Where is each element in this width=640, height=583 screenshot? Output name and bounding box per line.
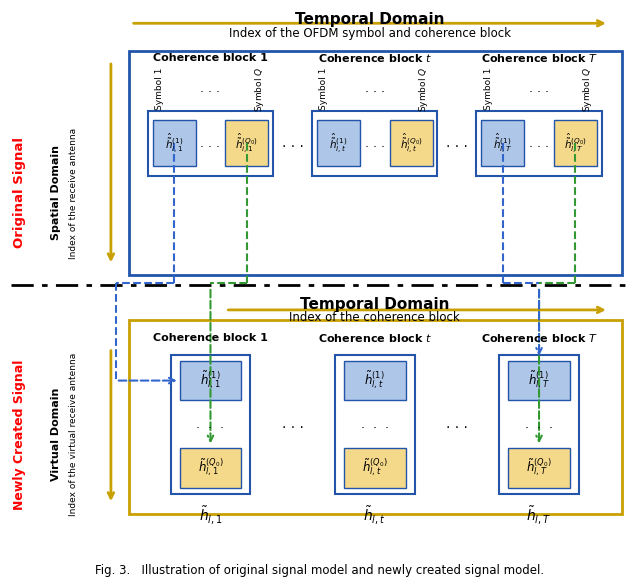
Text: Coherence block 1: Coherence block 1 [153, 333, 268, 343]
Text: Index of the coherence block: Index of the coherence block [289, 311, 460, 324]
Bar [499, 354, 579, 494]
Text: Symbol 1: Symbol 1 [484, 68, 493, 110]
Text: $\tilde{h}^{(1)}_{l,T}$: $\tilde{h}^{(1)}_{l,T}$ [528, 370, 550, 392]
Bar [344, 361, 406, 401]
Text: Coherence block $t$: Coherence block $t$ [317, 52, 432, 64]
Text: Coherence block $T$: Coherence block $T$ [481, 332, 598, 344]
Text: $\hat{\tilde{h}}^{(1)}_{l,t}$: $\hat{\tilde{h}}^{(1)}_{l,t}$ [329, 131, 348, 155]
Text: Virtual Domain: Virtual Domain [51, 388, 61, 481]
Text: $\hat{\tilde{h}}^{(Q_0)}_{l,T}$: $\hat{\tilde{h}}^{(Q_0)}_{l,T}$ [564, 131, 587, 155]
Bar [180, 361, 241, 401]
Text: Coherence block $T$: Coherence block $T$ [481, 52, 598, 64]
Text: . . .: . . . [365, 136, 385, 150]
Text: Index of the receive antenna: Index of the receive antenna [68, 128, 77, 258]
Bar [335, 354, 415, 494]
Text: Coherence block 1: Coherence block 1 [153, 53, 268, 63]
Bar [317, 120, 360, 166]
Text: . . .: . . . [529, 136, 549, 150]
Bar [476, 111, 602, 175]
Text: $\tilde{h}^{(1)}_{l,t}$: $\tilde{h}^{(1)}_{l,t}$ [365, 370, 385, 392]
Text: Temporal Domain: Temporal Domain [295, 12, 445, 27]
Text: . . .: . . . [200, 136, 220, 150]
Text: $\tilde{h}_{l,T}$: $\tilde{h}_{l,T}$ [527, 504, 552, 526]
Text: Symbol 1: Symbol 1 [319, 68, 328, 110]
Text: .  .  .: . . . [196, 418, 225, 431]
Bar [390, 120, 433, 166]
Text: Temporal Domain: Temporal Domain [300, 297, 449, 312]
Bar [180, 448, 241, 488]
Text: . . .: . . . [446, 417, 468, 431]
Text: Symbol $Q$: Symbol $Q$ [417, 66, 430, 111]
Text: Symbol $Q$: Symbol $Q$ [253, 66, 266, 111]
Text: Spatial Domain: Spatial Domain [51, 146, 61, 240]
Text: .  .  .: . . . [525, 418, 553, 431]
Text: Symbol $Q$: Symbol $Q$ [581, 66, 595, 111]
Text: . . .: . . . [282, 417, 303, 431]
Bar [129, 51, 621, 275]
Text: Symbol 1: Symbol 1 [155, 68, 164, 110]
Text: $\tilde{h}^{(Q_0)}_{l,1}$: $\tilde{h}^{(Q_0)}_{l,1}$ [198, 457, 223, 479]
Text: $\tilde{h}^{(Q_0)}_{l,T}$: $\tilde{h}^{(Q_0)}_{l,T}$ [526, 457, 552, 479]
Text: Fig. 3.   Illustration of original signal model and newly created signal model.: Fig. 3. Illustration of original signal … [95, 564, 545, 577]
Bar [508, 361, 570, 401]
Text: . . .: . . . [200, 82, 220, 96]
Text: .  .  .: . . . [361, 418, 388, 431]
Bar [508, 448, 570, 488]
Text: $\hat{\tilde{h}}^{(1)}_{l,T}$: $\hat{\tilde{h}}^{(1)}_{l,T}$ [493, 131, 513, 155]
Bar [225, 120, 268, 166]
Bar [554, 120, 596, 166]
Text: $\tilde{h}_{l,1}$: $\tilde{h}_{l,1}$ [198, 504, 223, 526]
Bar [148, 111, 273, 175]
Text: $\tilde{h}_{l,t}$: $\tilde{h}_{l,t}$ [364, 504, 386, 526]
Text: Index of the virtual receive antenna: Index of the virtual receive antenna [68, 353, 77, 516]
Bar [481, 120, 524, 166]
Bar [129, 320, 621, 514]
Text: . . .: . . . [282, 136, 303, 150]
Text: $\tilde{h}^{(1)}_{l,1}$: $\tilde{h}^{(1)}_{l,1}$ [200, 370, 221, 392]
Bar [344, 448, 406, 488]
Bar [171, 354, 250, 494]
Text: Original Signal: Original Signal [13, 138, 26, 248]
Text: . . .: . . . [529, 82, 549, 96]
Text: $\hat{\tilde{h}}^{(Q_0)}_{i,1}$: $\hat{\tilde{h}}^{(Q_0)}_{i,1}$ [236, 131, 259, 155]
Text: Index of the OFDM symbol and coherence block: Index of the OFDM symbol and coherence b… [228, 27, 511, 40]
Bar [153, 120, 196, 166]
Text: $\hat{\tilde{h}}^{(Q_0)}_{l,t}$: $\hat{\tilde{h}}^{(Q_0)}_{l,t}$ [399, 131, 422, 155]
Text: . . .: . . . [446, 136, 468, 150]
Text: Newly Created Signal: Newly Created Signal [13, 359, 26, 510]
Text: $\tilde{h}^{(Q_0)}_{l,t}$: $\tilde{h}^{(Q_0)}_{l,t}$ [362, 457, 388, 479]
Text: Coherence block $t$: Coherence block $t$ [317, 332, 432, 344]
Bar [312, 111, 438, 175]
Text: . . .: . . . [365, 82, 385, 96]
Text: $\hat{\tilde{h}}^{(1)}_{l,1}$: $\hat{\tilde{h}}^{(1)}_{l,1}$ [165, 131, 183, 155]
